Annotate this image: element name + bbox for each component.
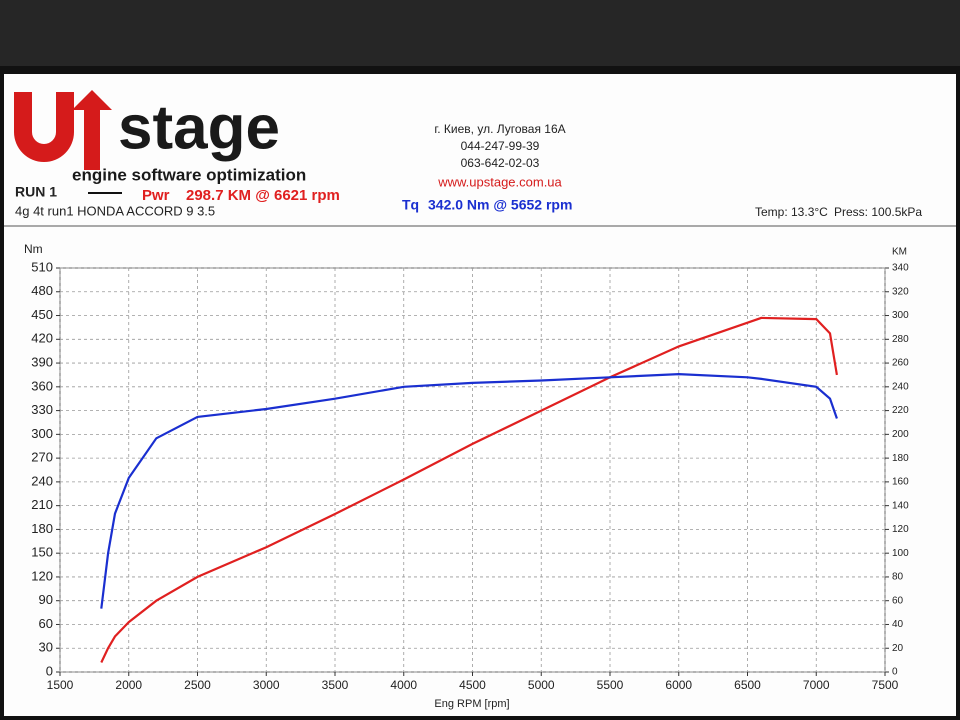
subtitle: 4g 4t run1 HONDA ACCORD 9 3.5	[15, 203, 215, 218]
y-tick-label: 300	[31, 426, 53, 441]
y2-tick-label: 300	[892, 310, 909, 321]
y-tick-label: 90	[39, 592, 53, 607]
x-tick-label: 6500	[734, 678, 761, 692]
y-tick-label: 390	[31, 354, 53, 369]
x-tick-label: 1500	[47, 678, 74, 692]
y2-tick-label: 240	[892, 381, 909, 392]
y-tick-label: 30	[39, 640, 53, 655]
y2-tick-label: 120	[892, 524, 909, 535]
data-line	[100, 316, 838, 663]
x-tick-label: 4000	[390, 678, 417, 692]
y2-tick-label: 160	[892, 477, 909, 488]
x-tick-label: 5000	[528, 678, 555, 692]
logo-text: stage	[118, 93, 280, 162]
torque-name: Tq	[402, 197, 419, 213]
y2-tick-label: 180	[892, 453, 909, 464]
temperature: Temp: 13.3°C	[755, 205, 828, 219]
y-tick-label: 120	[31, 568, 53, 583]
x-axis-title: Eng RPM [rpm]	[434, 698, 509, 710]
x-tick-label: 3500	[322, 678, 349, 692]
y2-tick-label: 140	[892, 500, 909, 511]
data-line	[100, 372, 838, 609]
y-tick-label: 270	[31, 450, 53, 465]
logo-arrow	[72, 90, 112, 170]
y-tick-label: 60	[39, 616, 53, 631]
y-tick-label: 0	[46, 663, 53, 678]
phone: 044-247-99-39	[461, 139, 540, 153]
y-tick-label: 450	[31, 307, 53, 322]
y2-tick-label: 100	[892, 548, 909, 559]
x-tick-label: 2500	[184, 678, 211, 692]
address: г. Киев, ул. Луговая 16А	[434, 122, 565, 136]
phone: 063-642-02-03	[461, 156, 540, 170]
x-tick-label: 2000	[115, 678, 142, 692]
power-summary: 298.7 KM @ 6621 rpm	[186, 187, 340, 204]
y2-tick-label: 60	[892, 595, 904, 606]
y2-tick-label: 340	[892, 263, 909, 274]
y2-tick-label: 80	[892, 572, 904, 583]
y-tick-label: 510	[31, 259, 53, 274]
tagline: engine software optimization	[72, 165, 306, 184]
y-tick-label: 210	[31, 497, 53, 512]
y2-tick-label: 220	[892, 405, 909, 416]
y2-tick-label: 320	[892, 286, 909, 297]
y-tick-label: 240	[31, 473, 53, 488]
y-axis-title: Nm	[24, 242, 43, 256]
y-tick-label: 330	[31, 402, 53, 417]
y2-tick-label: 280	[892, 334, 909, 345]
y2-tick-label: 0	[892, 667, 898, 678]
x-tick-label: 7500	[872, 678, 899, 692]
y2-tick-label: 40	[892, 619, 904, 630]
y-tick-label: 480	[31, 283, 53, 298]
y2-axis-title: KM	[892, 247, 907, 258]
x-tick-label: 5500	[597, 678, 624, 692]
x-tick-label: 7000	[803, 678, 830, 692]
y-tick-label: 150	[31, 545, 53, 560]
run-label: RUN 1	[15, 184, 57, 200]
y2-tick-label: 260	[892, 358, 909, 369]
torque-summary: 342.0 Nm @ 5652 rpm	[428, 197, 572, 213]
x-tick-label: 6000	[665, 678, 692, 692]
y2-tick-label: 200	[892, 429, 909, 440]
x-tick-label: 3000	[253, 678, 280, 692]
y2-tick-label: 20	[892, 643, 904, 654]
power-name: Pwr	[142, 187, 170, 204]
y-tick-label: 360	[31, 378, 53, 393]
pressure: Press: 100.5kPa	[834, 205, 922, 219]
y-tick-label: 420	[31, 331, 53, 346]
logo-mark	[14, 92, 74, 162]
website: www.upstage.com.ua	[437, 174, 562, 189]
x-tick-label: 4500	[459, 678, 486, 692]
y-tick-label: 180	[31, 521, 53, 536]
